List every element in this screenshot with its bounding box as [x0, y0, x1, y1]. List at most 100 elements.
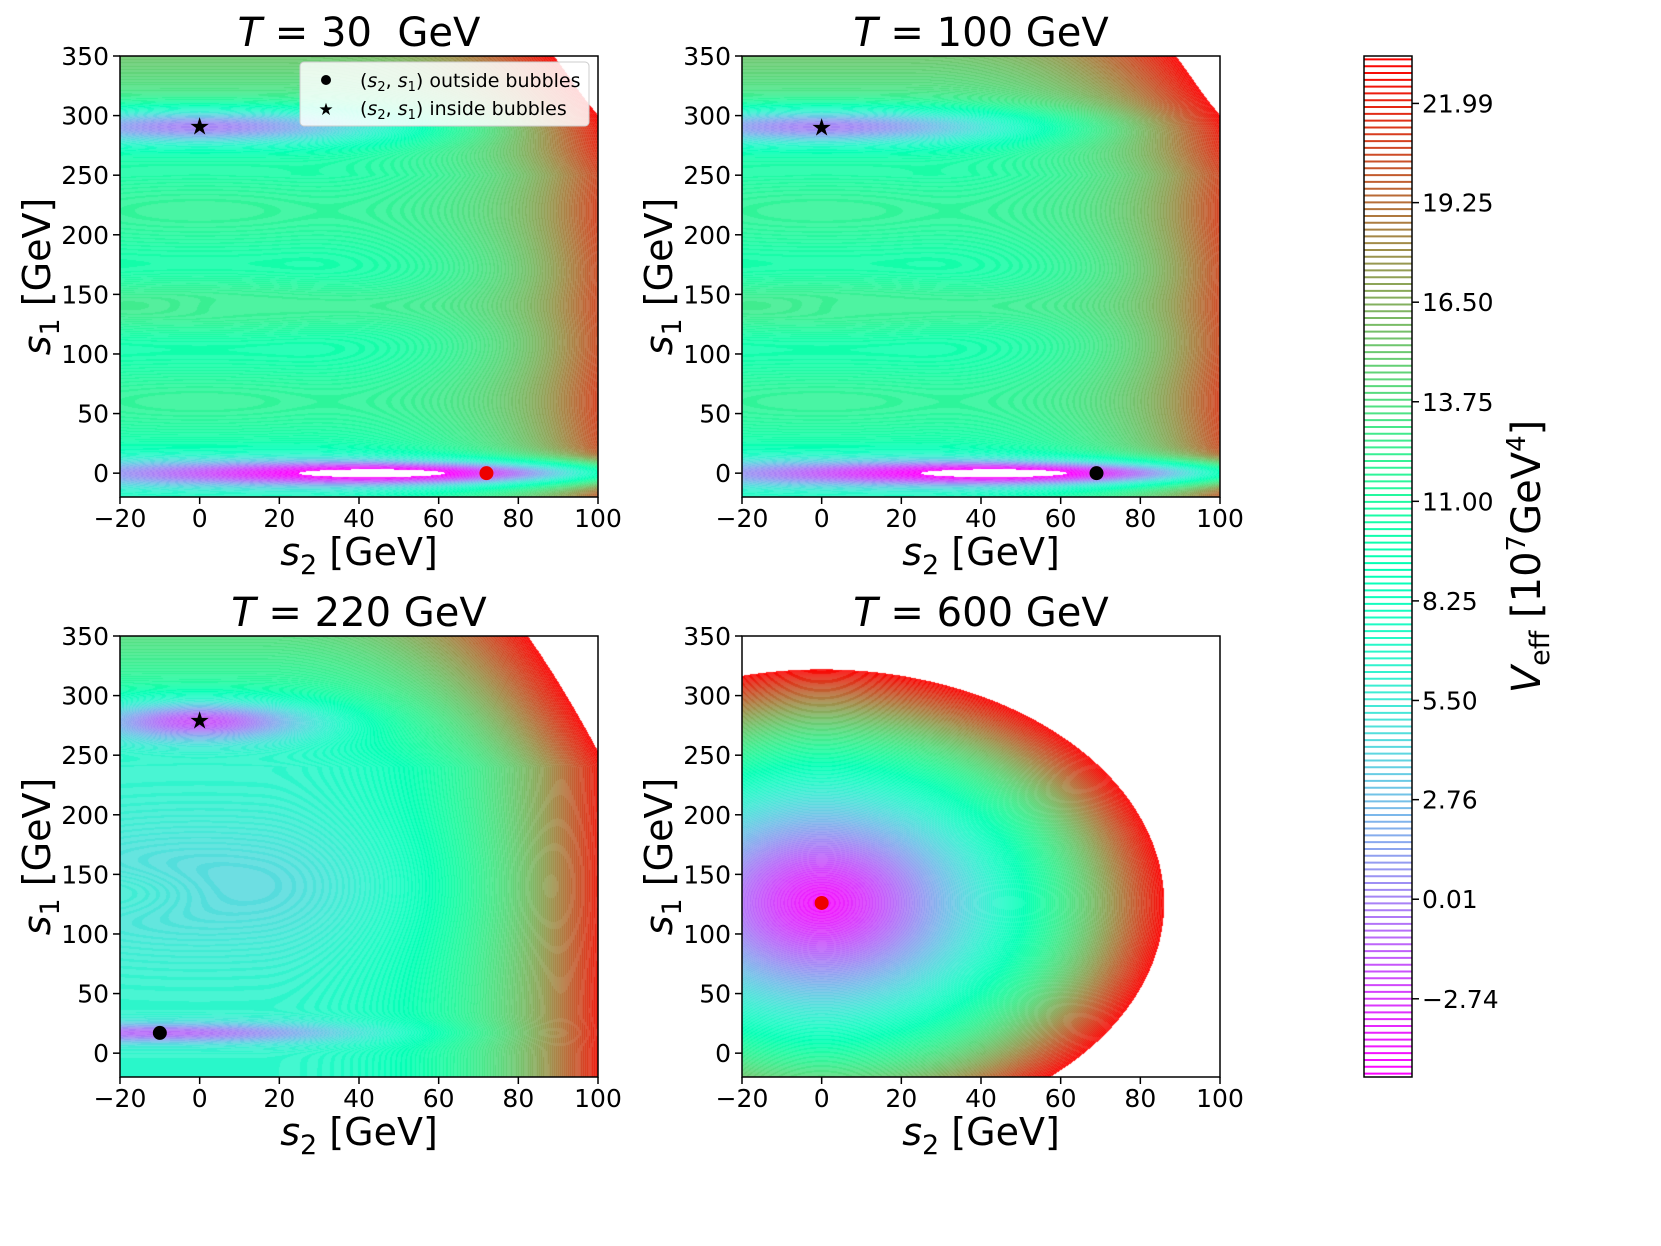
colorbar-label: Veff [107GeV4]: [1502, 420, 1556, 693]
marker-star: ★: [189, 707, 211, 735]
x-axis-label: s2 [GeV]: [902, 530, 1060, 581]
colorbar-frame: [1363, 55, 1413, 1078]
x-label-symbol: s: [902, 1110, 922, 1154]
y-tick-label: 250: [61, 161, 109, 190]
x-label-subscript: 2: [300, 550, 317, 581]
x-tick-label: 100: [1196, 504, 1244, 533]
colorbar-tick-label: 19.25: [1422, 189, 1494, 218]
x-tick-label: 20: [885, 504, 917, 533]
y-tick-label: 300: [683, 102, 731, 131]
x-tick-label: 100: [574, 504, 622, 533]
y-tick-label: 100: [683, 920, 731, 949]
y-label-unit: [GeV]: [15, 198, 59, 319]
y-label-unit: [GeV]: [15, 778, 59, 899]
x-tick-label: 100: [1196, 1084, 1244, 1113]
x-tick-label: 80: [502, 504, 534, 533]
y-label-subscript: 1: [657, 898, 688, 915]
y-label-symbol: s: [637, 915, 681, 935]
panel-title: T = 220 GeV: [231, 590, 487, 636]
x-tick-label: 80: [502, 1084, 534, 1113]
panel-title: T = 30 GeV: [238, 10, 481, 56]
y-tick-label: 50: [77, 400, 109, 429]
y-tick-label: 50: [699, 400, 731, 429]
colorbar-tick-label: 21.99: [1422, 89, 1494, 118]
y-tick-label: 0: [93, 1039, 109, 1068]
panel-title: T = 600 GeV: [853, 590, 1109, 636]
x-tick-label: 40: [343, 504, 375, 533]
x-tick-label: 20: [885, 1084, 917, 1113]
x-label-symbol: s: [902, 530, 922, 574]
y-tick-label: 200: [683, 221, 731, 250]
colorbar-tick-label: 13.75: [1422, 388, 1494, 417]
y-tick-label: 350: [683, 622, 731, 651]
y-tick-label: 200: [61, 221, 109, 250]
y-axis-label: s1 [GeV]: [15, 778, 66, 936]
x-label-symbol: s: [280, 1110, 300, 1154]
marker-circle: [479, 466, 494, 481]
x-label-unit: [GeV]: [317, 1110, 438, 1154]
colorbar: 21.99 19.25 16.50 13.75 11.00 8.25 5.50 2.76 0.0…: [1363, 55, 1556, 1078]
marker-circle: [1089, 466, 1104, 481]
x-tick-label: 100: [574, 1084, 622, 1113]
y-tick-label: 100: [683, 340, 731, 369]
y-tick-label: 0: [715, 459, 731, 488]
x-tick-label: 20: [263, 504, 295, 533]
marker-star: ★: [811, 114, 833, 142]
y-axis-label: s1 [GeV]: [637, 778, 688, 936]
y-tick-label: 250: [683, 741, 731, 770]
x-axis-label: s2 [GeV]: [902, 1110, 1060, 1161]
panel-2: −20 0 20 40 60 80 100 0 50 100 150 200 250 300 350 T = …: [637, 10, 1244, 581]
y-tick-label: 150: [683, 860, 731, 889]
x-label-unit: [GeV]: [939, 530, 1060, 574]
y-tick-label: 150: [61, 280, 109, 309]
x-tick-label: 20: [263, 1084, 295, 1113]
panel-title: T = 100 GeV: [853, 10, 1109, 56]
y-tick-label: 250: [683, 161, 731, 190]
x-tick-label: 60: [423, 1084, 455, 1113]
x-label-unit: [GeV]: [939, 1110, 1060, 1154]
x-tick-label: −20: [94, 1084, 147, 1113]
y-label-unit: [GeV]: [637, 198, 681, 319]
marker-circle: [814, 895, 829, 910]
y-tick-label: 100: [61, 340, 109, 369]
title-variable: T: [238, 10, 266, 56]
title-text: = 220 GeV: [256, 590, 488, 636]
y-label-symbol: s: [15, 335, 59, 355]
title-text: = 100 GeV: [878, 10, 1110, 56]
colorbar-tick-label: 0.01: [1422, 885, 1478, 914]
x-label-subscript: 2: [922, 1130, 939, 1161]
title-text: = 30 GeV: [262, 10, 481, 56]
y-tick-label: 150: [61, 860, 109, 889]
y-tick-label: 300: [61, 102, 109, 131]
x-tick-label: −20: [94, 504, 147, 533]
x-label-subscript: 2: [300, 1130, 317, 1161]
x-label-unit: [GeV]: [317, 530, 438, 574]
panel-4: −20 0 20 40 60 80 100 0 50 100 150 200 250 300 350 T = …: [637, 590, 1244, 1161]
y-tick-label: 300: [61, 682, 109, 711]
x-tick-label: 40: [343, 1084, 375, 1113]
x-label-symbol: s: [280, 530, 300, 574]
colorbar-tick-label: 2.76: [1422, 786, 1478, 815]
contour-field: [742, 636, 1220, 1077]
y-label-subscript: 1: [35, 318, 66, 335]
colorbar-tick-label: −2.74: [1422, 985, 1499, 1014]
y-tick-label: 200: [683, 801, 731, 830]
marker-star: ★: [189, 112, 211, 140]
x-tick-label: 40: [965, 1084, 997, 1113]
y-label-symbol: s: [15, 915, 59, 935]
x-tick-label: 0: [814, 1084, 830, 1113]
y-tick-label: 200: [61, 801, 109, 830]
colorbar-tick-label: 11.00: [1422, 487, 1494, 516]
y-tick-label: 350: [61, 42, 109, 71]
x-tick-label: 60: [1045, 1084, 1077, 1113]
y-label-symbol: s: [637, 335, 681, 355]
x-axis-label: s2 [GeV]: [280, 530, 438, 581]
y-tick-label: 300: [683, 682, 731, 711]
title-variable: T: [853, 590, 881, 636]
panel-1: −20 0 20 40 60 80 100 0 50 100 150 200 250 300 350 T = …: [15, 10, 622, 581]
y-tick-label: 50: [77, 980, 109, 1009]
y-tick-label: 50: [699, 980, 731, 1009]
x-tick-label: 60: [1045, 504, 1077, 533]
x-tick-label: 0: [192, 504, 208, 533]
